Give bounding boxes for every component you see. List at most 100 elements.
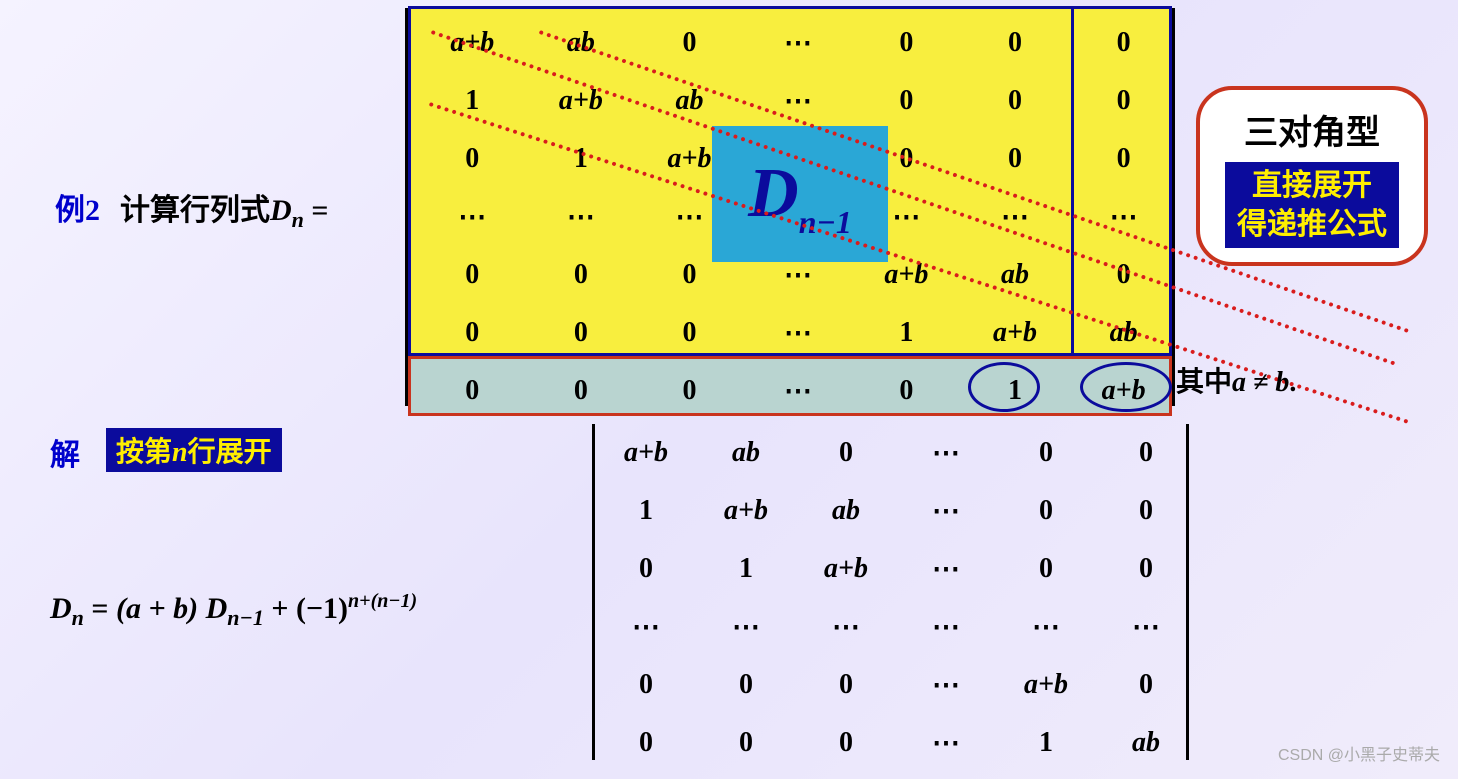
matrix-cell: ab xyxy=(696,424,796,482)
matrix-cell: 0 xyxy=(996,482,1096,540)
matrix-cell: 0 xyxy=(696,714,796,772)
prompt-equals: = xyxy=(311,194,328,227)
matrix-cell: 0 xyxy=(527,304,636,362)
matrix-cell: a+b xyxy=(596,424,696,482)
matrix-cell: 0 xyxy=(1096,424,1196,482)
matrix-cell: ⋯ xyxy=(896,656,996,714)
term2-sub: n−1 xyxy=(227,605,264,630)
matrix-cell: 0 xyxy=(961,130,1070,188)
matrix-cell: 1 xyxy=(852,304,961,362)
matrix-cell: 0 xyxy=(418,246,527,304)
matrix-cell: ⋯ xyxy=(896,598,996,656)
matrix-cell: 0 xyxy=(527,246,636,304)
matrix-row: 01a+b⋯00 xyxy=(596,540,1196,598)
matrix-cell: ⋯ xyxy=(527,188,636,246)
matrix-cell: 0 xyxy=(635,362,744,420)
plus: + xyxy=(271,592,288,625)
watermark: CSDN @小黑子史蒂夫 xyxy=(1278,741,1440,765)
matrix-cell: 0 xyxy=(996,424,1096,482)
prompt-subscript: n xyxy=(292,207,304,232)
matrix-cell: ⋯ xyxy=(744,14,852,72)
matrix-cell: ⋯ xyxy=(896,482,996,540)
matrix-cell: ⋯ xyxy=(796,598,896,656)
matrix-cell: ab xyxy=(1096,714,1196,772)
example-number: 2 xyxy=(85,194,100,227)
circle-aplusb xyxy=(1080,362,1172,412)
action-mid: n xyxy=(172,437,188,468)
matrix-cell: a+b xyxy=(796,540,896,598)
matrix-cell: 1 xyxy=(596,482,696,540)
term2-symbol: D xyxy=(206,592,228,625)
condition-prefix: 其中 xyxy=(1176,367,1232,398)
matrix-cell: 0 xyxy=(1096,482,1196,540)
matrix-cell: 0 xyxy=(1096,540,1196,598)
matrix-cell: 0 xyxy=(596,540,696,598)
matrix-cell: ⋯ xyxy=(418,188,527,246)
term1: (a + b) xyxy=(116,592,198,625)
matrix-cell: 0 xyxy=(796,714,896,772)
matrix-cell: ⋯ xyxy=(896,714,996,772)
example-label: 例2 xyxy=(55,185,100,229)
solution-action: 按第n行展开 xyxy=(106,428,282,472)
matrix-cell: ⋯ xyxy=(744,304,852,362)
matrix-cell: ⋯ xyxy=(896,540,996,598)
side-line2: 得递推公式 xyxy=(1237,205,1387,244)
matrix-cell: ⋯ xyxy=(996,598,1096,656)
matrix-cell: 0 xyxy=(1096,656,1196,714)
matrix-cell: ⋯ xyxy=(596,598,696,656)
matrix-row: a+bab0⋯00 xyxy=(596,424,1196,482)
matrix-cell: 0 xyxy=(635,14,744,72)
matrix-cell: 0 xyxy=(418,362,527,420)
matrix-row: 000⋯1ab xyxy=(596,714,1196,772)
matrix-cell: 0 xyxy=(852,14,961,72)
matrix-row: 000⋯a+b0 xyxy=(596,656,1196,714)
matrix-cell: a+b xyxy=(996,656,1096,714)
matrix-cell: ⋯ xyxy=(1096,598,1196,656)
matrix-cell: ab xyxy=(796,482,896,540)
action-prefix: 按第 xyxy=(116,437,172,468)
prompt-text: 计算行列式 xyxy=(120,194,270,227)
matrix-cell: 1 xyxy=(996,714,1096,772)
matrix-cell: 1 xyxy=(696,540,796,598)
matrix-cell: ⋯ xyxy=(744,362,852,420)
matrix-row: 000⋯01a+b xyxy=(418,362,1178,420)
lhs-sub: n xyxy=(72,605,84,630)
second-matrix-table: a+bab0⋯001a+bab⋯0001a+b⋯00⋯⋯⋯⋯⋯⋯000⋯a+b0… xyxy=(596,424,1196,772)
eq-sign: = xyxy=(91,592,108,625)
matrix-cell: 0 xyxy=(796,424,896,482)
matrix-cell: 0 xyxy=(418,304,527,362)
matrix-cell: 0 xyxy=(961,72,1070,130)
matrix-cell: 0 xyxy=(596,656,696,714)
matrix-cell: ⋯ xyxy=(696,598,796,656)
matrix-cell: 0 xyxy=(1069,14,1178,72)
slide: 例2 计算行列式Dn = a+bab0⋯0001a+bab⋯00001a+b⋯0… xyxy=(0,0,1458,779)
lhs-symbol: D xyxy=(50,592,72,625)
second-det-bar-left xyxy=(592,424,595,760)
matrix-cell: 0 xyxy=(852,362,961,420)
matrix-cell: 0 xyxy=(696,656,796,714)
matrix-row: a+bab0⋯000 xyxy=(418,14,1178,72)
term3-exp: n+(n−1) xyxy=(348,590,417,612)
prompt-symbol: D xyxy=(270,194,292,227)
matrix-cell: 0 xyxy=(635,304,744,362)
matrix-cell: 0 xyxy=(1069,130,1178,188)
bottom-equation: Dn = (a + b) Dn−1 + (−1)n+(n−1) xyxy=(50,590,417,631)
second-matrix: a+bab0⋯001a+bab⋯0001a+b⋯00⋯⋯⋯⋯⋯⋯000⋯a+b0… xyxy=(596,424,1196,772)
solution-label: 解 xyxy=(50,430,80,474)
matrix-cell: 1 xyxy=(418,72,527,130)
matrix-cell: ⋯ xyxy=(896,424,996,482)
matrix-cell: 0 xyxy=(796,656,896,714)
action-suffix: 行展开 xyxy=(188,437,272,468)
matrix-cell: 0 xyxy=(596,714,696,772)
matrix-cell: 0 xyxy=(852,72,961,130)
matrix-cell: 0 xyxy=(418,130,527,188)
matrix-cell: 0 xyxy=(527,362,636,420)
matrix-row: 000⋯1a+bab xyxy=(418,304,1178,362)
circle-one xyxy=(968,362,1040,412)
second-det-bar-right xyxy=(1186,424,1189,760)
matrix-cell: ab xyxy=(527,14,636,72)
matrix-cell: a+b xyxy=(961,304,1070,362)
side-note-box: 三对角型 直接展开 得递推公式 xyxy=(1196,86,1428,266)
matrix-cell: 0 xyxy=(1069,72,1178,130)
condition-text: 其中a ≠ b. xyxy=(1176,360,1296,400)
